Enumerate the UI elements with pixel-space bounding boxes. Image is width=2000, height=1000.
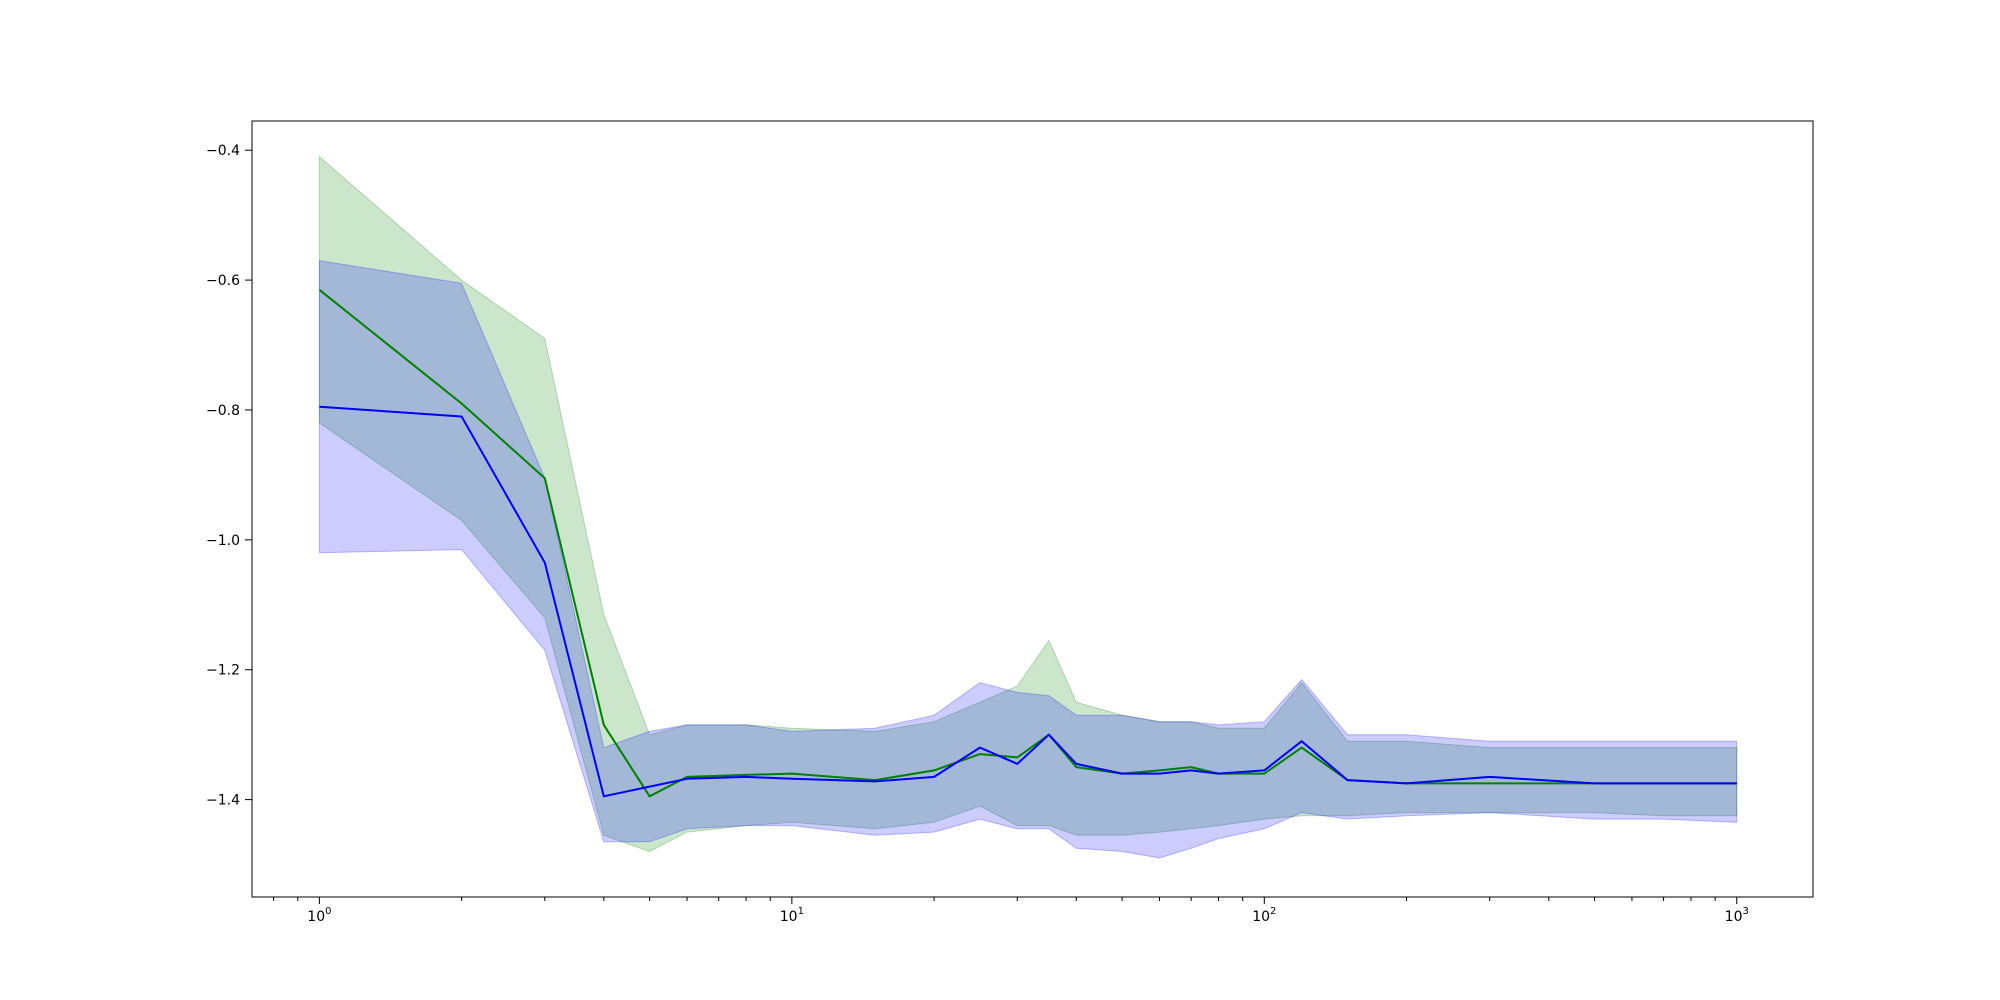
- series-line-2: [319, 405, 1737, 798]
- y-tick-label: −1.4: [206, 793, 240, 809]
- y-tick-label: −0.6: [206, 273, 240, 289]
- x-tick-label: 101: [780, 906, 804, 925]
- series-lines: [318, 289, 1737, 798]
- plot-frame: [251, 120, 1814, 898]
- x-tick-label: 103: [1725, 906, 1749, 925]
- band-2: [318, 260, 1738, 859]
- x-tick-label: 102: [1252, 906, 1276, 925]
- x-tick-label: 100: [307, 906, 331, 925]
- band-1: [318, 155, 1738, 853]
- y-axis: −0.4 −0.6 −0.8 −1.0 −1.2 −1.4: [206, 143, 252, 809]
- confidence-bands: [318, 155, 1738, 859]
- y-tick-label: −0.4: [206, 143, 240, 159]
- y-tick-label: −1.2: [206, 663, 240, 679]
- y-tick-label: −0.8: [206, 403, 240, 419]
- y-tick-label: −1.0: [206, 533, 240, 549]
- x-axis: 100 101 102 103: [273, 897, 1749, 925]
